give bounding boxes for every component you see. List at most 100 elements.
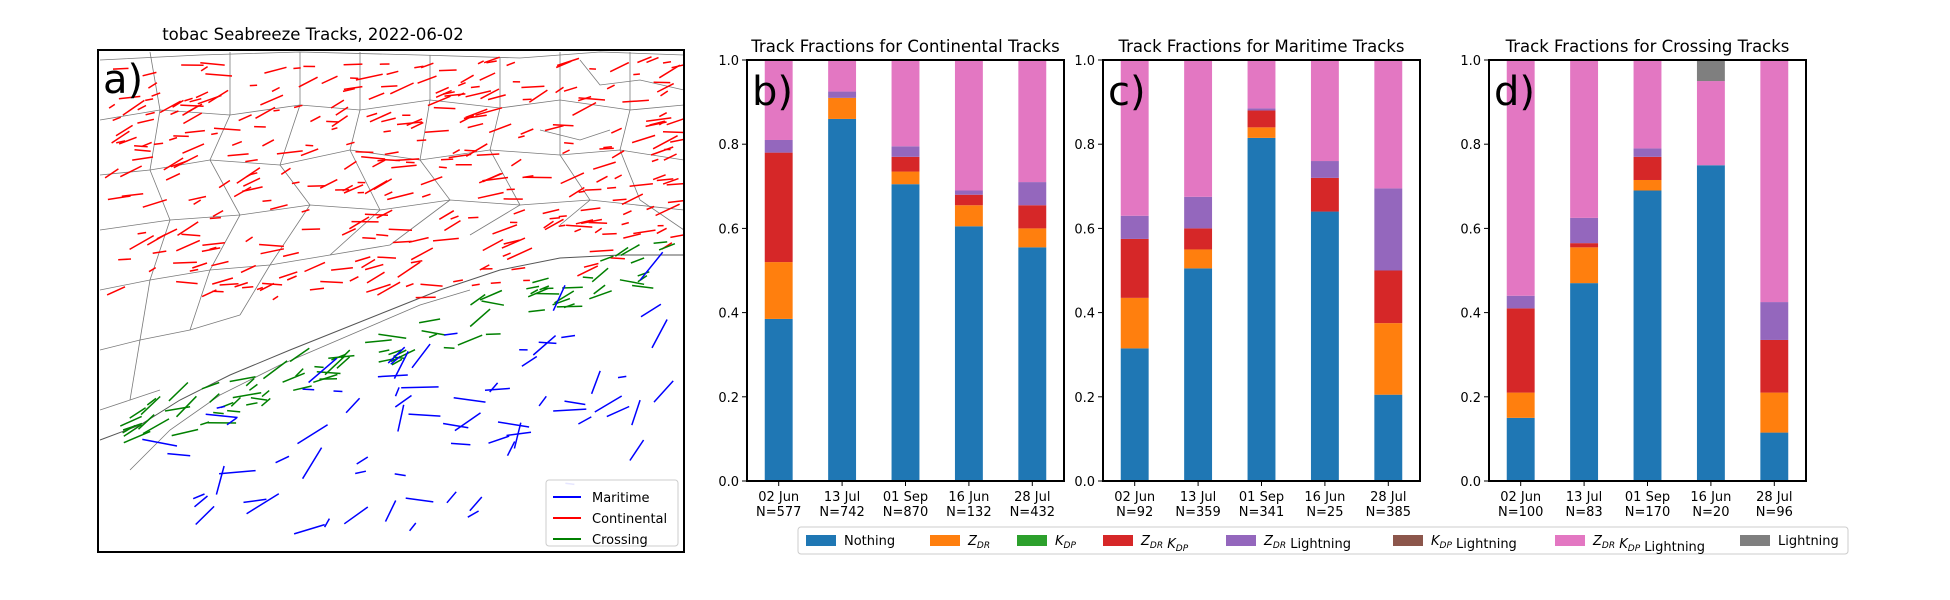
continental-track: [652, 174, 666, 181]
continental-track: [501, 237, 526, 249]
continental-track: [270, 204, 288, 211]
continental-track: [175, 239, 201, 252]
continental-track: [490, 281, 501, 284]
continental-track: [197, 94, 222, 105]
panel-label: d): [1494, 69, 1535, 115]
x-count-label: N=170: [1625, 505, 1670, 520]
maritime-track: [564, 400, 586, 406]
continental-track: [658, 112, 668, 118]
bar-segment: [1184, 228, 1213, 250]
continental-track: [231, 140, 243, 146]
continental-track: [211, 277, 234, 285]
continental-track: [107, 195, 131, 201]
continental-track: [518, 135, 525, 139]
panel-frame: [1102, 59, 1421, 482]
continental-track: [592, 161, 616, 170]
y-tick-label: 1.0: [1460, 54, 1481, 69]
bar-segment: [1120, 238, 1149, 298]
continental-track: [578, 97, 606, 101]
legend-box: [797, 526, 1849, 555]
maritime-track: [538, 395, 547, 407]
continental-track: [280, 167, 291, 176]
maritime-track: [467, 510, 479, 518]
continental-track: [369, 111, 392, 123]
continental-track: [631, 134, 656, 144]
continental-track: [122, 99, 145, 116]
continental-track: [115, 124, 133, 137]
continental-track: [584, 188, 602, 191]
x-tick-label: 28 Jul: [1370, 490, 1406, 505]
bar-segment: [1018, 60, 1047, 183]
crossing-track: [469, 308, 491, 328]
continental-track: [183, 112, 203, 125]
continental-track: [465, 108, 488, 119]
y-tick-label: 0.2: [1074, 391, 1095, 406]
crossing-track: [630, 257, 645, 264]
bar-segment: [891, 156, 920, 172]
crossing-track: [246, 402, 258, 406]
continental-track: [463, 114, 487, 120]
continental-track: [341, 228, 357, 236]
continental-track: [563, 86, 578, 92]
continental-track: [112, 116, 122, 122]
continental-track: [298, 76, 318, 88]
continental-track: [256, 286, 264, 291]
continental-track: [388, 228, 413, 231]
crossing-track: [213, 411, 224, 415]
continental-track: [607, 186, 617, 189]
maritime-track: [639, 251, 664, 281]
x-tick-label: 13 Jul: [1566, 490, 1602, 505]
crossing-track: [526, 285, 540, 290]
continental-track: [152, 250, 167, 254]
continental-track: [211, 260, 229, 267]
continental-track: [510, 158, 522, 167]
x-tick-label: 02 Jun: [758, 490, 799, 505]
crossing-track: [428, 333, 438, 339]
continental-track: [670, 234, 684, 239]
bar-segment: [1247, 60, 1276, 109]
continental-track: [373, 178, 393, 191]
maritime-track: [594, 395, 623, 413]
gulf-water: [100, 255, 684, 552]
x-tick-label: 01 Sep: [883, 490, 928, 505]
crossing-track: [390, 349, 416, 363]
continental-track: [609, 61, 630, 73]
continental-track: [355, 73, 383, 81]
bar-segment: [1570, 243, 1599, 248]
maritime-track: [384, 500, 397, 522]
continental-track: [176, 280, 198, 285]
continental-track: [391, 164, 417, 169]
x-count-label: N=341: [1239, 505, 1284, 520]
map-legend-label-continental: Continental: [592, 512, 667, 527]
bar-segment: [1310, 177, 1339, 212]
maritime-track: [393, 351, 409, 379]
crossing-track: [528, 309, 545, 313]
continental-track: [255, 106, 276, 119]
bar-segment: [828, 97, 857, 119]
continental-track: [662, 177, 679, 185]
continental-track: [330, 99, 345, 109]
continental-track: [320, 280, 343, 284]
continental-track: [173, 261, 197, 264]
legend-label: Lightning: [1778, 534, 1839, 549]
continental-track: [389, 82, 414, 95]
crossing-track: [293, 385, 312, 392]
legend-swatch: [806, 535, 836, 546]
bar-segment: [1760, 339, 1789, 393]
crossing-track: [171, 428, 199, 437]
maritime-track: [205, 413, 238, 419]
continental-track: [245, 158, 258, 163]
maritime-track: [538, 341, 557, 345]
legend-label: ZDR KDP: [1140, 534, 1189, 554]
continental-track: [159, 100, 182, 114]
crossing-track: [137, 414, 155, 430]
map-legend-label-crossing: Crossing: [592, 533, 648, 548]
continental-track: [182, 143, 205, 154]
bar-panels: Track Fractions for Continental Tracks 02…: [718, 37, 1807, 520]
continental-track: [260, 94, 284, 106]
continental-track: [381, 117, 396, 123]
continental-track: [580, 218, 603, 225]
maritime-track: [297, 424, 328, 445]
panel-frame: [1488, 59, 1807, 482]
continental-track: [146, 234, 166, 246]
